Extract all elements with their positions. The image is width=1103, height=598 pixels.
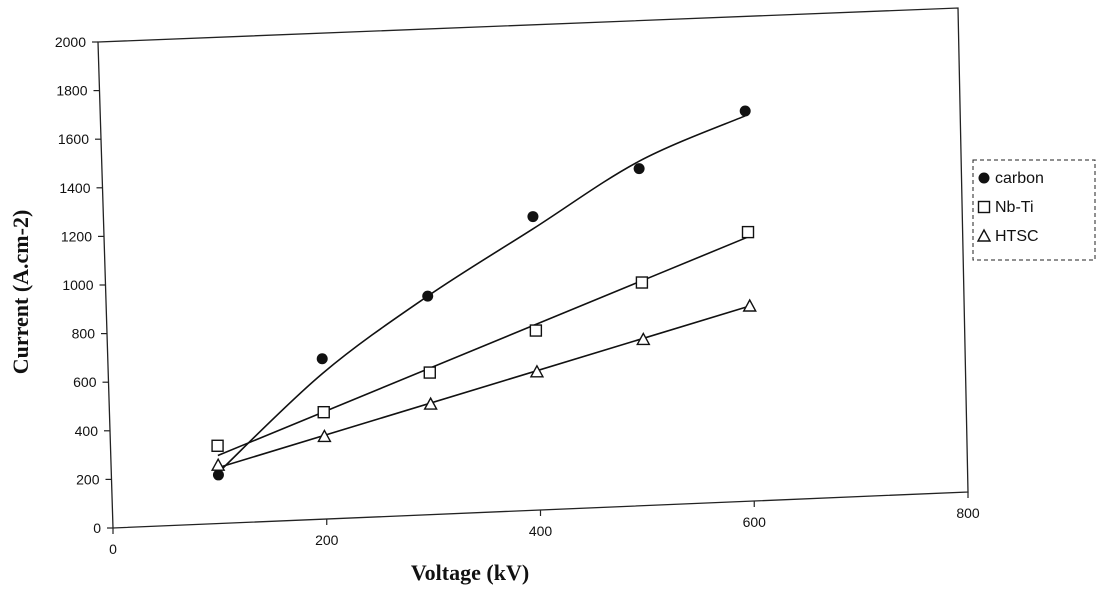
plot-frame [97,7,969,529]
data-point-nb-ti [317,405,330,419]
x-axis-title: Voltage (kV) [411,560,529,585]
data-point-htsc [423,396,438,410]
fit-line-carbon [217,115,746,474]
legend-marker-nb-ti [977,200,991,214]
legend-box [972,159,1096,261]
legend: carbon Nb-Ti HTSC [972,159,1096,261]
y-tick-label: 600 [73,374,97,390]
x-tick-label: 800 [956,505,980,521]
fit-lines [217,115,750,474]
y-axis-title: Current (A.cm-2) [8,210,33,375]
fit-line-htsc [217,305,750,469]
x-axis-ticks: 0 200 400 600 800 [109,492,980,557]
data-point-htsc [317,429,332,443]
plot-area-border [97,7,969,529]
y-tick-label: 1800 [56,83,87,99]
y-tick-label: 800 [72,326,96,342]
data-point-carbon [739,105,751,117]
legend-marker-carbon [978,172,990,184]
data-point-htsc [742,298,757,312]
data-point-nb-ti [211,439,224,452]
y-tick-label: 2000 [55,34,86,50]
data-point-htsc [636,332,651,346]
data-point-nb-ti [423,366,436,379]
data-point-nb-ti [741,225,755,239]
legend-label-htsc: HTSC [995,228,1039,245]
data-point-carbon [212,469,224,481]
data-point-carbon [633,163,645,175]
y-tick-label: 400 [75,423,99,439]
data-point-htsc [529,364,545,378]
y-tick-label: 1000 [62,277,93,293]
data-point-nb-ti [529,324,543,337]
x-tick-label: 600 [743,514,767,530]
x-tick-label: 400 [529,523,553,539]
data-point-nb-ti [635,276,649,289]
legend-marker-htsc [976,228,992,242]
y-tick-label: 0 [93,520,101,536]
x-tick-label: 0 [109,541,117,557]
y-tick-label: 1600 [58,131,89,147]
data-point-htsc [210,457,226,471]
data-markers [210,105,757,481]
y-tick-label: 200 [76,471,100,487]
x-tick-label: 200 [315,532,339,548]
legend-label-carbon: carbon [995,170,1044,187]
y-tick-label: 1400 [59,180,90,196]
y-tick-label: 1200 [61,228,92,244]
fit-line-nb-ti [217,236,749,457]
legend-label-nb-ti: Nb-Ti [995,199,1034,216]
data-point-carbon [527,211,539,223]
data-point-carbon [422,290,434,302]
y-axis-ticks: 0 200 400 600 800 1000 1200 1400 1600 1800 2000 [55,34,113,536]
data-point-carbon [316,353,328,365]
